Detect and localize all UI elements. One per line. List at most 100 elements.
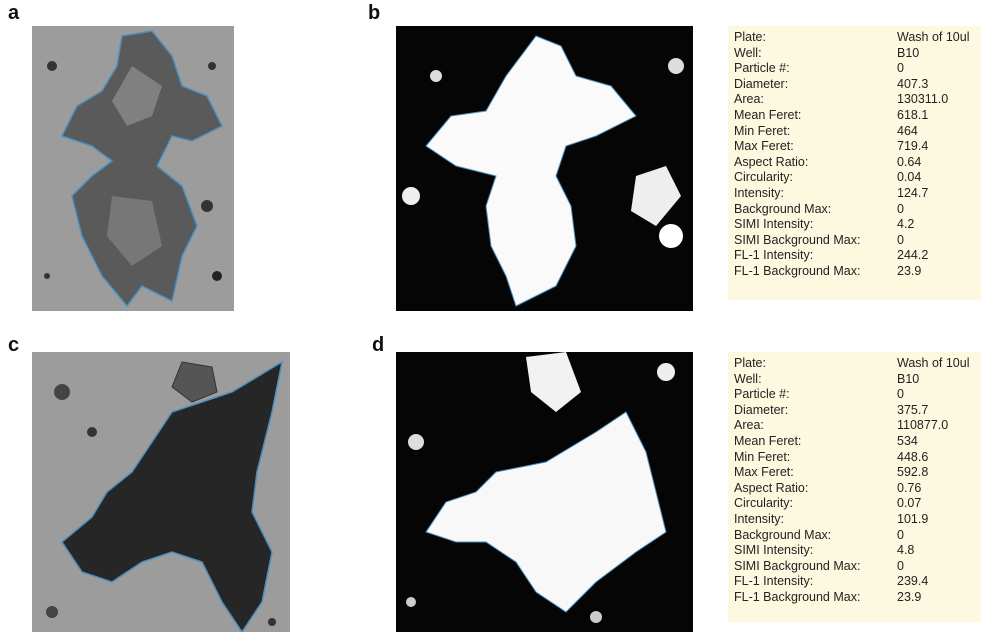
table-row: Background Max: 0 (728, 202, 981, 218)
field-name: Particle #: (734, 387, 790, 402)
field-name: Intensity: (734, 185, 785, 200)
field-name: SIMI Intensity: (734, 217, 814, 232)
panel-label: a (8, 2, 20, 24)
table-row: FL-1 Background Max: 23.9 (728, 264, 981, 280)
field-value: 719.4 (897, 139, 929, 154)
field-name: Aspect Ratio: (734, 154, 809, 169)
table-row: Diameter: 407.3 (728, 77, 981, 93)
field-value: B10 (897, 45, 920, 60)
field-value: 407.3 (897, 76, 929, 91)
table-row: Max Feret: 592.8 (728, 465, 981, 481)
table-row: Aspect Ratio: 0.76 (728, 481, 981, 497)
field-value: 464 (897, 123, 918, 138)
field-name: Max Feret: (734, 139, 794, 154)
field-value: 0.07 (897, 496, 922, 511)
field-value: 4.8 (897, 543, 915, 558)
table-row: Mean Feret: 618.1 (728, 108, 981, 124)
field-name: Min Feret: (734, 449, 791, 464)
table-row: Mean Feret: 534 (728, 434, 981, 450)
field-value: 534 (897, 433, 918, 448)
table-row: Intensity: 124.7 (728, 186, 981, 202)
table-row: Aspect Ratio: 0.64 (728, 155, 981, 171)
table-row: Max Feret: 719.4 (728, 139, 981, 155)
measurement-table: Plate: Wash of 10ul Well: B10 Particle #: 0 Di… (728, 26, 981, 300)
field-name: Diameter: (734, 76, 789, 91)
table-row: Circularity: 0.07 (728, 496, 981, 512)
fluorescence-image (396, 26, 693, 311)
field-name: FL-1 Intensity: (734, 248, 814, 263)
field-name: Area: (734, 92, 764, 107)
table-row: SIMI Intensity: 4.8 (728, 543, 981, 559)
field-value: 0.04 (897, 170, 922, 185)
field-name: Mean Feret: (734, 107, 802, 122)
field-value: 375.7 (897, 402, 929, 417)
field-value: 0 (897, 558, 904, 573)
field-value: 101.9 (897, 511, 929, 526)
field-value: 0 (897, 232, 904, 247)
field-value: 244.2 (897, 248, 929, 263)
panel-label: d (372, 334, 385, 356)
field-name: Well: (734, 371, 762, 386)
table-row: Plate: Wash of 10ul (728, 30, 981, 46)
field-name: Aspect Ratio: (734, 480, 809, 495)
field-name: Intensity: (734, 511, 785, 526)
field-value: 4.2 (897, 217, 915, 232)
table-row: FL-1 Intensity: 244.2 (728, 248, 981, 264)
field-name: Circularity: (734, 170, 794, 185)
table-row: SIMI Intensity: 4.2 (728, 217, 981, 233)
field-name: FL-1 Background Max: (734, 589, 861, 604)
field-name: SIMI Intensity: (734, 543, 814, 558)
table-row: FL-1 Intensity: 239.4 (728, 574, 981, 590)
table-row: Background Max: 0 (728, 528, 981, 544)
field-name: Max Feret: (734, 465, 794, 480)
field-value: 0 (897, 387, 904, 402)
field-name: SIMI Background Max: (734, 232, 861, 247)
field-name: Diameter: (734, 402, 789, 417)
brightfield-image (32, 352, 290, 632)
field-name: Background Max: (734, 201, 832, 216)
table-row: Diameter: 375.7 (728, 403, 981, 419)
field-name: FL-1 Intensity: (734, 574, 814, 589)
table-row: Min Feret: 464 (728, 124, 981, 140)
field-name: FL-1 Background Max: (734, 263, 861, 278)
field-value: 0.76 (897, 480, 922, 495)
field-value: B10 (897, 371, 920, 386)
field-value: Wash of 10ul (897, 356, 970, 370)
table-row: Plate: Wash of 10ul (728, 356, 981, 372)
table-row: Min Feret: 448.6 (728, 450, 981, 466)
table-row: Area: 130311.0 (728, 92, 981, 108)
field-value: 124.7 (897, 185, 929, 200)
field-value: 130311.0 (897, 92, 949, 107)
field-name: Plate: (734, 30, 766, 44)
table-row: Circularity: 0.04 (728, 170, 981, 186)
table-row: SIMI Background Max: 0 (728, 233, 981, 249)
field-name: Circularity: (734, 496, 794, 511)
table-row: Intensity: 101.9 (728, 512, 981, 528)
table-row: Particle #: 0 (728, 61, 981, 77)
table-row: Area: 110877.0 (728, 418, 981, 434)
field-value: Wash of 10ul (897, 30, 970, 44)
fluorescence-image (396, 352, 693, 632)
table-row: FL-1 Background Max: 23.9 (728, 590, 981, 606)
measurement-table: Plate: Wash of 10ul Well: B10 Particle #: 0 Di… (728, 352, 981, 622)
field-value: 0 (897, 527, 904, 542)
field-value: 23.9 (897, 263, 922, 278)
field-value: 592.8 (897, 465, 929, 480)
field-value: 239.4 (897, 574, 929, 589)
field-name: Well: (734, 45, 762, 60)
field-name: Background Max: (734, 527, 832, 542)
table-row: Well: B10 (728, 46, 981, 62)
field-value: 0 (897, 201, 904, 216)
panel-label: b (368, 2, 381, 24)
field-value: 23.9 (897, 589, 922, 604)
field-name: SIMI Background Max: (734, 558, 861, 573)
field-name: Particle #: (734, 61, 790, 76)
table-row: SIMI Background Max: 0 (728, 559, 981, 575)
field-value: 0 (897, 61, 904, 76)
table-row: Well: B10 (728, 372, 981, 388)
field-name: Area: (734, 418, 764, 433)
brightfield-image (32, 26, 234, 311)
table-row: Particle #: 0 (728, 387, 981, 403)
field-value: 618.1 (897, 107, 929, 122)
